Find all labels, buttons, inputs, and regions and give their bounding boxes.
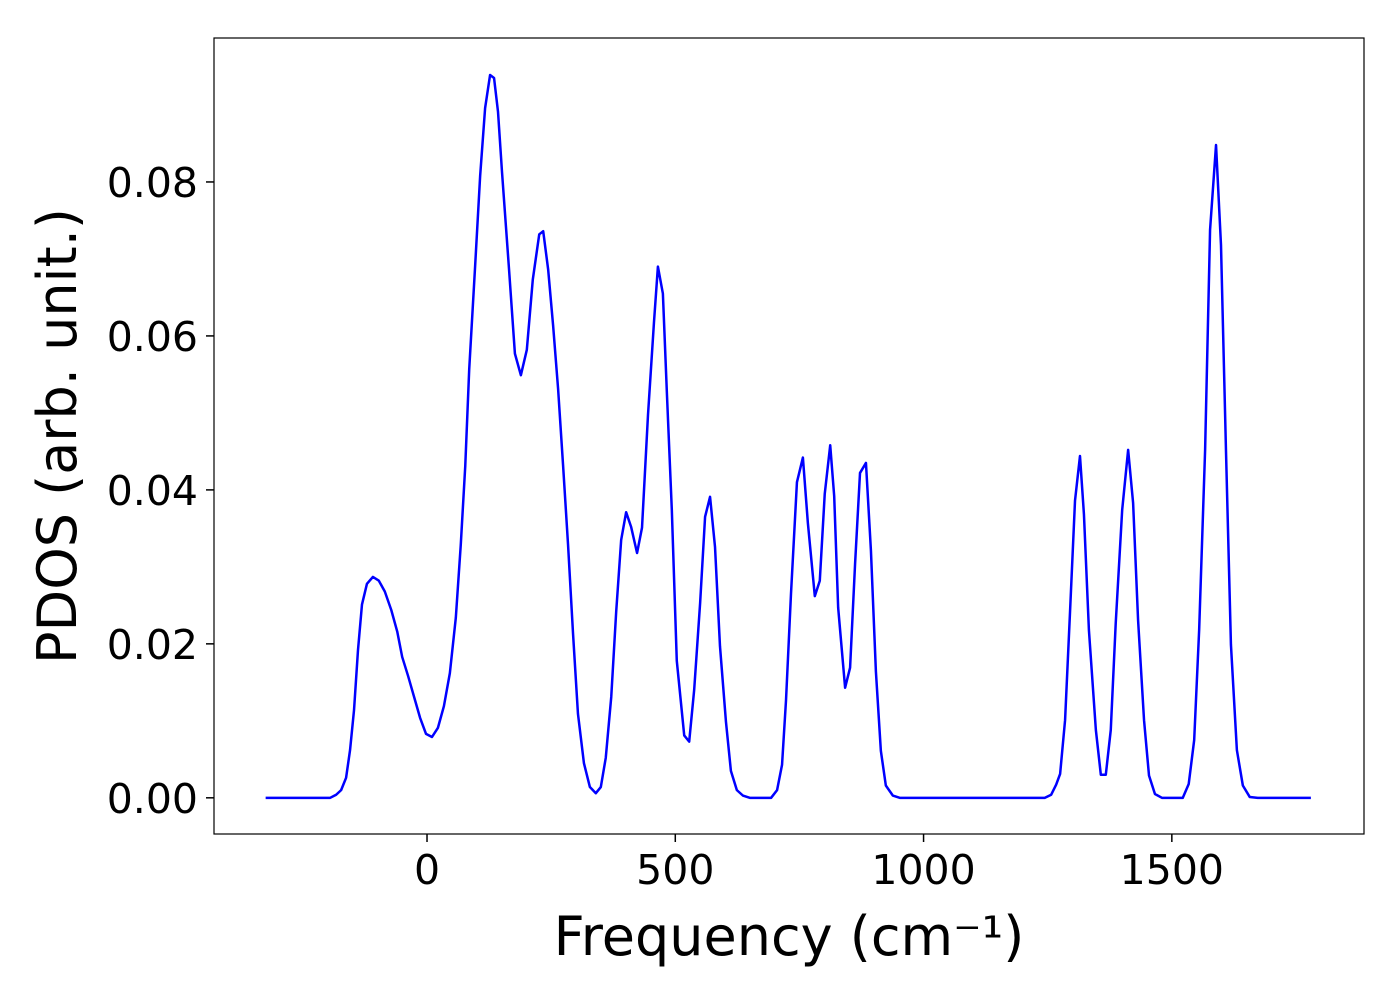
data-line bbox=[265, 73, 1311, 800]
y-tick-label: 0.00 bbox=[107, 775, 198, 823]
x-tick-label: 1000 bbox=[871, 846, 975, 894]
y-tick-label: 0.08 bbox=[107, 159, 198, 207]
y-tick-label: 0.02 bbox=[107, 621, 198, 669]
x-tick-label: 1500 bbox=[1120, 846, 1224, 894]
y-tick-label: 0.06 bbox=[107, 313, 198, 361]
plot-frame bbox=[213, 37, 1365, 835]
x-tick-label: 0 bbox=[414, 846, 440, 894]
y-axis-label: PDOS (arb. unit.) bbox=[26, 208, 89, 664]
y-tick-label: 0.04 bbox=[107, 467, 198, 515]
x-axis-label: Frequency (cm⁻¹) bbox=[554, 905, 1025, 968]
x-tick-label: 500 bbox=[636, 846, 714, 894]
